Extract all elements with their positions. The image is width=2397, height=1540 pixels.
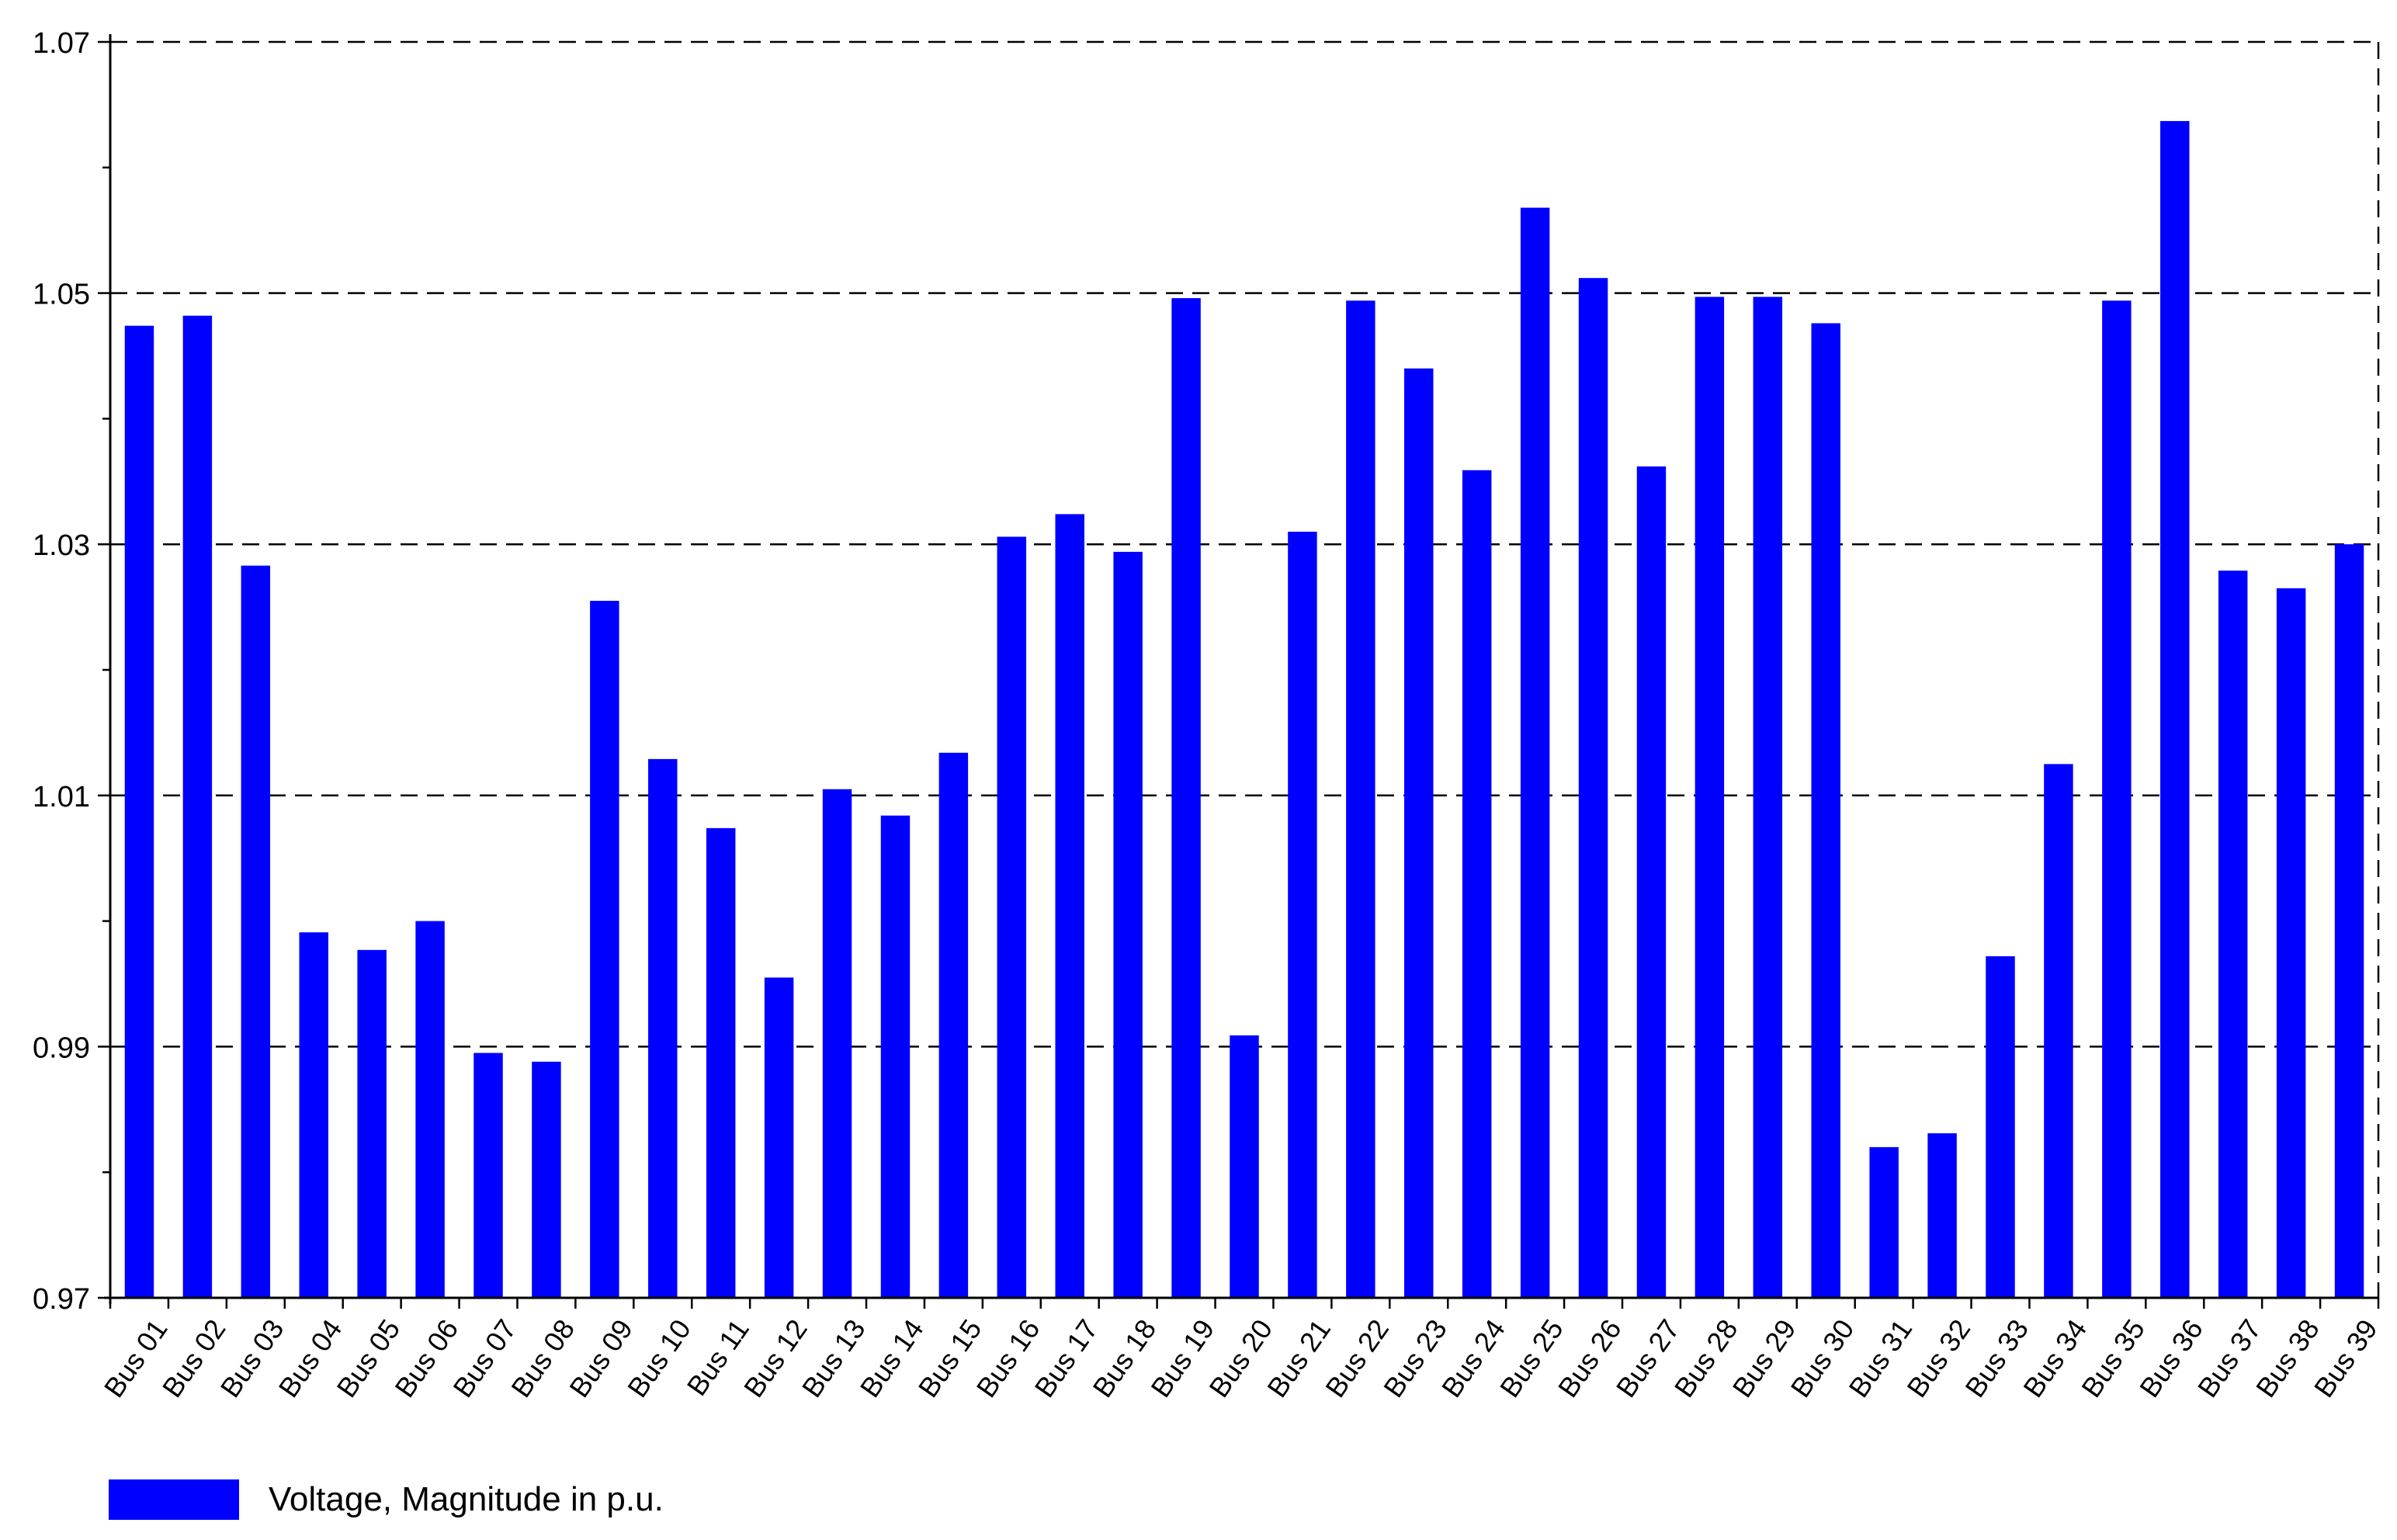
bar — [1404, 368, 1434, 1299]
bar — [1520, 207, 1550, 1299]
bar — [590, 601, 619, 1298]
bar — [938, 752, 969, 1298]
bar — [1230, 1035, 1259, 1298]
bar — [1346, 300, 1375, 1299]
bar — [822, 789, 852, 1298]
bar — [1869, 1146, 1899, 1298]
bar — [2276, 588, 2306, 1298]
y-tick-label: 1.07 — [33, 27, 90, 60]
bar — [532, 1061, 561, 1298]
bar — [2102, 300, 2132, 1299]
bar — [1171, 298, 1201, 1298]
bar — [2218, 571, 2248, 1298]
bar — [764, 977, 794, 1298]
bar — [2334, 544, 2364, 1298]
bar — [1578, 278, 1608, 1299]
bar — [997, 536, 1027, 1298]
x-tick-label: Bus 10 — [621, 1313, 697, 1403]
bar — [1753, 297, 1783, 1299]
bar — [2160, 120, 2190, 1299]
bar — [880, 815, 911, 1298]
y-tick-label: 1.03 — [33, 529, 90, 562]
bar — [474, 1053, 503, 1298]
bar — [1927, 1133, 1957, 1298]
bar — [182, 315, 213, 1298]
bar — [241, 565, 271, 1298]
y-tick-label: 1.05 — [33, 279, 90, 311]
bar — [1462, 470, 1492, 1298]
bar — [1288, 532, 1317, 1298]
legend-label: Voltage, Magnitude in p.u. — [269, 1480, 664, 1518]
bar — [357, 949, 387, 1298]
bar — [706, 827, 736, 1298]
legend-swatch — [109, 1479, 239, 1520]
y-tick-label: 0.99 — [33, 1032, 90, 1064]
y-tick-label: 1.01 — [33, 781, 90, 813]
bar — [1636, 466, 1667, 1298]
bar — [1811, 323, 1840, 1298]
bar — [2044, 764, 2073, 1298]
bar — [648, 758, 678, 1298]
x-tick-label: Bus 39 — [2308, 1313, 2384, 1403]
bar — [1113, 551, 1143, 1298]
bar — [124, 325, 154, 1299]
legend: Voltage, Magnitude in p.u. — [109, 1479, 664, 1520]
bar — [1986, 956, 2015, 1298]
y-tick-label: 0.97 — [33, 1283, 90, 1316]
bar — [1695, 297, 1725, 1299]
bar — [415, 921, 445, 1298]
bar — [1055, 514, 1084, 1298]
bar — [299, 932, 328, 1298]
